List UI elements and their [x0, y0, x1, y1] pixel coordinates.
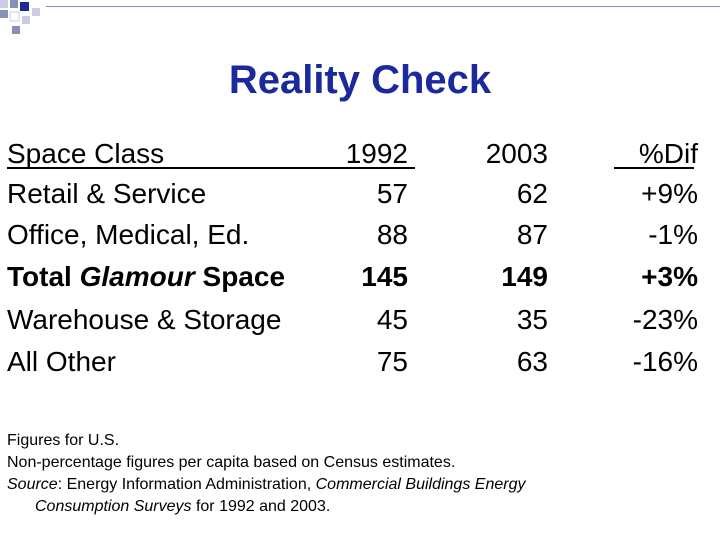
source-line-2: Consumption Surveys for 1992 and 2003. — [7, 496, 707, 518]
row-2003: 87 — [516, 219, 548, 250]
row-label: Office, Medical, Ed. — [7, 219, 250, 250]
row-1992: 88 — [376, 219, 408, 250]
row-2003: 35 — [516, 304, 548, 335]
row-dif: -23% — [632, 304, 698, 335]
note-line-1: Figures for U.S. — [7, 432, 120, 449]
row-label: All Other — [7, 346, 116, 377]
header-2003: 2003 — [485, 138, 548, 169]
header-underline-dif — [614, 167, 694, 169]
row-2003: 63 — [516, 346, 548, 377]
source-publication-2: Consumption Surveys — [35, 498, 192, 515]
row-dif: +9% — [641, 178, 698, 209]
header-space-class: Space Class — [7, 138, 165, 169]
slide-title: Reality Check — [228, 58, 492, 102]
source-tail: for 1992 and 2003. — [191, 498, 331, 515]
row-dif: +3% — [641, 261, 698, 292]
row-label: Retail & Service — [7, 178, 207, 209]
source-line: Source: Energy Information Administratio… — [7, 474, 707, 496]
source-text: : Energy Information Administration, — [57, 476, 316, 493]
footnotes: Figures for U.S. Non-percentage figures … — [7, 430, 707, 518]
row-label-suffix: Space — [194, 261, 286, 292]
row-1992: 145 — [361, 261, 408, 292]
corner-decoration — [0, 0, 40, 34]
row-dif: -1% — [648, 219, 698, 250]
header-underline — [7, 167, 415, 169]
row-2003: 149 — [501, 261, 548, 292]
row-1992: 75 — [376, 346, 408, 377]
header-1992: 1992 — [345, 138, 408, 169]
row-label-prefix: Total — [7, 261, 80, 292]
row-label: Warehouse & Storage — [7, 304, 282, 335]
row-label-italic: Glamour — [79, 261, 195, 292]
row-2003: 62 — [516, 178, 548, 209]
top-rule — [46, 6, 720, 7]
source-label: Source — [7, 476, 58, 493]
note-line-2: Non-percentage figures per capita based … — [7, 454, 456, 471]
row-label-total: Total Glamour Space — [7, 261, 285, 293]
row-1992: 57 — [376, 178, 408, 209]
source-publication-1: Commercial Buildings Energy — [315, 476, 526, 493]
row-dif: -16% — [632, 346, 698, 377]
row-1992: 45 — [376, 304, 408, 335]
header-dif: %Dif — [638, 138, 698, 169]
